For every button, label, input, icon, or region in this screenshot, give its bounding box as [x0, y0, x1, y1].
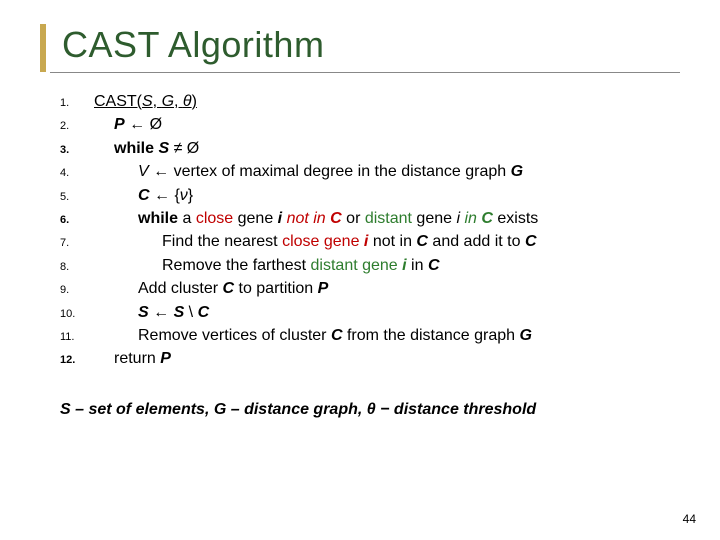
- line-content: return P: [94, 348, 680, 370]
- line-content: Find the nearest close gene i not in C a…: [94, 231, 680, 253]
- algo-line: 1.CAST(S, G, θ): [60, 91, 680, 113]
- algo-line: 12.return P: [60, 348, 680, 370]
- algo-line: 3.while S ≠ Ø: [60, 138, 680, 160]
- line-content: P ← Ø: [94, 114, 680, 136]
- algo-line: 7.Find the nearest close gene i not in C…: [60, 231, 680, 253]
- line-content: C ← {ν}: [94, 185, 680, 207]
- footer-legend: S – set of elements, G – distance graph,…: [60, 401, 680, 419]
- algo-line: 6.while a close gene i not in C or dista…: [60, 208, 680, 230]
- line-number: 7.: [60, 236, 94, 251]
- page-title: CAST Algorithm: [62, 20, 680, 66]
- line-number: 3.: [60, 143, 94, 158]
- line-number: 4.: [60, 166, 94, 181]
- accent-bar: [40, 24, 46, 72]
- line-number: 12.: [60, 353, 94, 368]
- algo-line: 4.V ← vertex of maximal degree in the di…: [60, 161, 680, 183]
- line-content: CAST(S, G, θ): [94, 91, 680, 113]
- algo-line: 8.Remove the farthest distant gene i in …: [60, 255, 680, 277]
- line-content: Add cluster C to partition P: [94, 278, 680, 300]
- line-number: 1.: [60, 96, 94, 111]
- line-content: S ← S \ C: [94, 302, 680, 324]
- line-content: V ← vertex of maximal degree in the dist…: [94, 161, 680, 183]
- line-number: 6.: [60, 213, 94, 228]
- line-number: 11.: [60, 330, 94, 345]
- line-number: 9.: [60, 283, 94, 298]
- algo-line: 10.S ← S \ C: [60, 302, 680, 324]
- algo-line: 11.Remove vertices of cluster C from the…: [60, 325, 680, 347]
- line-number: 8.: [60, 260, 94, 275]
- slide: CAST Algorithm 1.CAST(S, G, θ)2.P ← Ø3.w…: [0, 0, 720, 540]
- page-number: 44: [683, 512, 696, 526]
- algo-line: 2.P ← Ø: [60, 114, 680, 136]
- line-number: 5.: [60, 190, 94, 205]
- line-number: 10.: [60, 307, 94, 322]
- line-content: Remove the farthest distant gene i in C: [94, 255, 680, 277]
- algo-line: 5.C ← {ν}: [60, 185, 680, 207]
- algo-line: 9.Add cluster C to partition P: [60, 278, 680, 300]
- line-number: 2.: [60, 119, 94, 134]
- title-underline: [50, 72, 680, 73]
- algorithm-block: 1.CAST(S, G, θ)2.P ← Ø3.while S ≠ Ø4.V ←…: [60, 91, 680, 371]
- line-content: Remove vertices of cluster C from the di…: [94, 325, 680, 347]
- line-content: while a close gene i not in C or distant…: [94, 208, 680, 230]
- line-content: while S ≠ Ø: [94, 138, 680, 160]
